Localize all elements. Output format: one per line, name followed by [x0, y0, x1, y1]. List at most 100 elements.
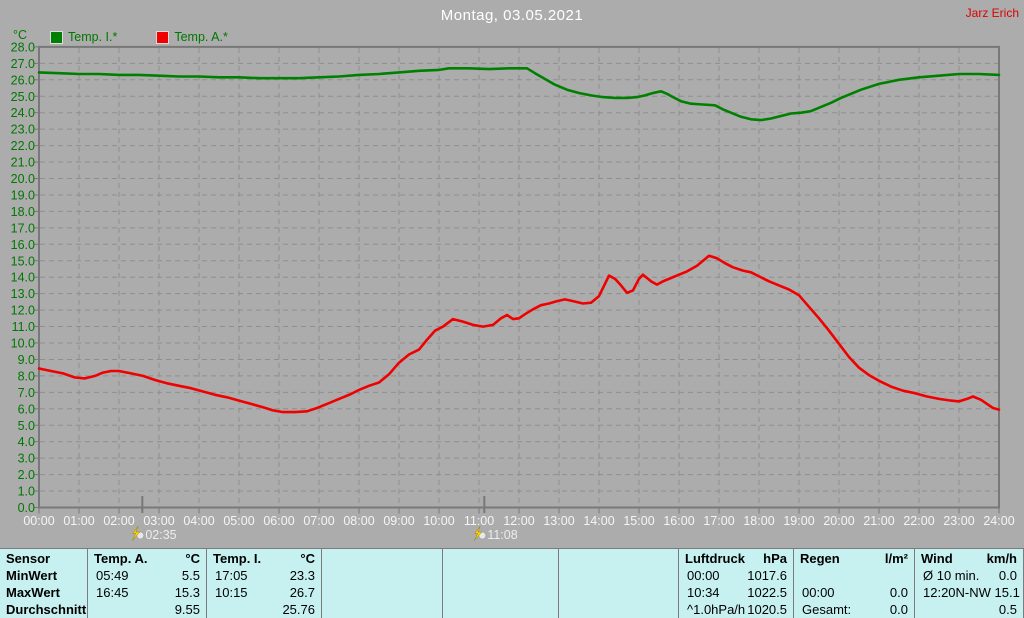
event-time-label: 02:35: [145, 528, 176, 542]
row-label-text: Durchschnitt: [6, 602, 87, 617]
y-tick-label: 1.0: [18, 485, 35, 499]
y-tick-label: 23.0: [11, 123, 35, 137]
table-header-row: [322, 551, 442, 568]
table-col-luftdruck: Luftdruck hPa 00:00 1017.6 10:34 1022.5 ^1.0hP…: [679, 549, 794, 618]
x-tick-label: 00:00: [23, 514, 54, 528]
x-tick-label: 21:00: [863, 514, 894, 528]
row-label: MaxWert: [0, 585, 87, 602]
y-tick-label: 9.0: [18, 353, 35, 367]
sensor-name: Temp. I.: [213, 551, 262, 566]
y-tick-label: 5.0: [18, 419, 35, 433]
table-row: 12:20 N-NW 15.1: [915, 585, 1023, 602]
y-tick-label: 15.0: [11, 254, 35, 268]
cell-time: Ø 10 min.: [923, 568, 980, 583]
y-tick-label: 2.0: [18, 468, 35, 482]
page-title: Montag, 03.05.2021: [440, 7, 584, 24]
sensor-unit: °C: [185, 551, 200, 566]
cell-time: 05:49: [96, 568, 129, 583]
y-tick-label: 14.0: [11, 271, 35, 285]
table-row: [443, 602, 558, 618]
axis-ticks: [34, 46, 1000, 514]
y-tick-label: 28.0: [11, 40, 35, 54]
y-tick-label: 24.0: [11, 106, 35, 120]
sensor-unit: km/h: [986, 551, 1017, 566]
cell-value: 5.5: [181, 568, 200, 583]
y-axis-labels: 0.0 1.0 2.0 3.0 4.0 5.0 6.0 7.0 8.0 9.0 10.0 11.0 12…: [11, 40, 35, 515]
cell-time: 12:20: [923, 585, 956, 600]
table-row: 25.76: [207, 602, 321, 618]
y-tick-label: 11.0: [12, 320, 35, 334]
event-marker: 02:35: [132, 496, 177, 542]
table-col-temp-a: Temp. A. °C 05:49 5.5 16:45 15.3 9.55: [88, 549, 207, 618]
table-col-empty-2: [443, 549, 559, 618]
x-tick-label: 23:00: [943, 514, 974, 528]
lightning-icon: [132, 525, 141, 541]
table-col-wind: Wind km/h Ø 10 min. 0.0 12:20 N-NW 15.1 0.5: [915, 549, 1024, 618]
y-tick-label: 0.0: [18, 501, 35, 515]
cell-time: 10:15: [215, 585, 248, 600]
cell-value: 0.5: [998, 602, 1017, 617]
y-axis-unit-label: °C: [13, 28, 28, 42]
y-tick-label: 13.0: [11, 287, 35, 301]
row-label-text: MinWert: [6, 568, 58, 583]
x-tick-label: 06:00: [263, 514, 294, 528]
table-row: 00:00 0.0: [794, 585, 914, 602]
x-tick-label: 22:00: [903, 514, 934, 528]
cell-value: 25.76: [282, 602, 315, 617]
table-col-empty-3: [559, 549, 679, 618]
y-tick-label: 19.0: [11, 188, 35, 202]
x-tick-label: 14:00: [583, 514, 614, 528]
temperature-chart: 0.0 1.0 2.0 3.0 4.0 5.0 6.0 7.0 8.0 9.0 10.0 11.0 12…: [11, 40, 1015, 542]
sensor-name: Luftdruck: [685, 551, 745, 566]
sensor-name: Wind: [921, 551, 953, 566]
cell-time: 16:45: [96, 585, 129, 600]
y-tick-label: 25.0: [11, 90, 35, 104]
table-header-row: Temp. A. °C: [88, 551, 206, 568]
table-row: [559, 585, 678, 602]
table-row: Ø 10 min. 0.0: [915, 568, 1023, 585]
legend-item-temp-a: Temp. A.*: [156, 30, 228, 44]
x-tick-label: 03:00: [143, 514, 174, 528]
x-tick-label: 05:00: [223, 514, 254, 528]
table-header-row: Regen l/m²: [794, 551, 914, 568]
stats-table: Sensor MinWert MaxWert Durchschnitt Temp. A.…: [0, 548, 1024, 618]
x-tick-label: 02:00: [103, 514, 134, 528]
x-tick-label: 19:00: [783, 514, 814, 528]
x-tick-label: 24:00: [983, 514, 1014, 528]
table-row: 10:15 26.7: [207, 585, 321, 602]
lightning-icon: [474, 525, 483, 541]
temp-a-swatch-icon: [156, 30, 170, 44]
cell-value: 15.3: [174, 585, 200, 600]
table-col-empty-1: [322, 549, 443, 618]
cell-time: 10:34: [687, 585, 720, 600]
series-temp-a-: [37, 254, 1001, 414]
row-label-text: Sensor: [6, 551, 51, 566]
sensor-unit: hPa: [763, 551, 787, 566]
table-row: 0.5: [915, 602, 1023, 618]
x-tick-label: 20:00: [823, 514, 854, 528]
table-header-row: Temp. I. °C: [207, 551, 321, 568]
cell-value: N-NW 15.1: [955, 585, 1020, 600]
table-row: 00:00 1017.6: [679, 568, 793, 585]
sensor-name: Regen: [800, 551, 840, 566]
cell-value: 26.7: [289, 585, 315, 600]
cell-value: 0.0: [889, 585, 908, 600]
cell-time: 17:05: [215, 568, 248, 583]
x-tick-label: 04:00: [183, 514, 214, 528]
sensor-unit: l/m²: [884, 551, 908, 566]
table-row: 05:49 5.5: [88, 568, 206, 585]
table-row: ^1.0hPa/h 1020.5: [679, 602, 793, 618]
x-tick-label: 15:00: [623, 514, 654, 528]
x-tick-label: 11:00: [464, 514, 494, 528]
y-tick-label: 10.0: [11, 337, 35, 351]
row-label: Durchschnitt: [0, 602, 87, 618]
table-col-temp-i: Temp. I. °C 17:05 23.3 10:15 26.7 25.76: [207, 549, 322, 618]
x-axis-labels: 00:00 01:00 02:00 03:00 04:00 05:00 06:00 07:00…: [23, 514, 1014, 528]
cell-value: 9.55: [174, 602, 200, 617]
y-tick-label: 26.0: [11, 73, 35, 87]
x-tick-label: 17:00: [703, 514, 734, 528]
table-row: 10:34 1022.5: [679, 585, 793, 602]
x-tick-label: 09:00: [383, 514, 414, 528]
y-tick-label: 21.0: [11, 156, 35, 170]
